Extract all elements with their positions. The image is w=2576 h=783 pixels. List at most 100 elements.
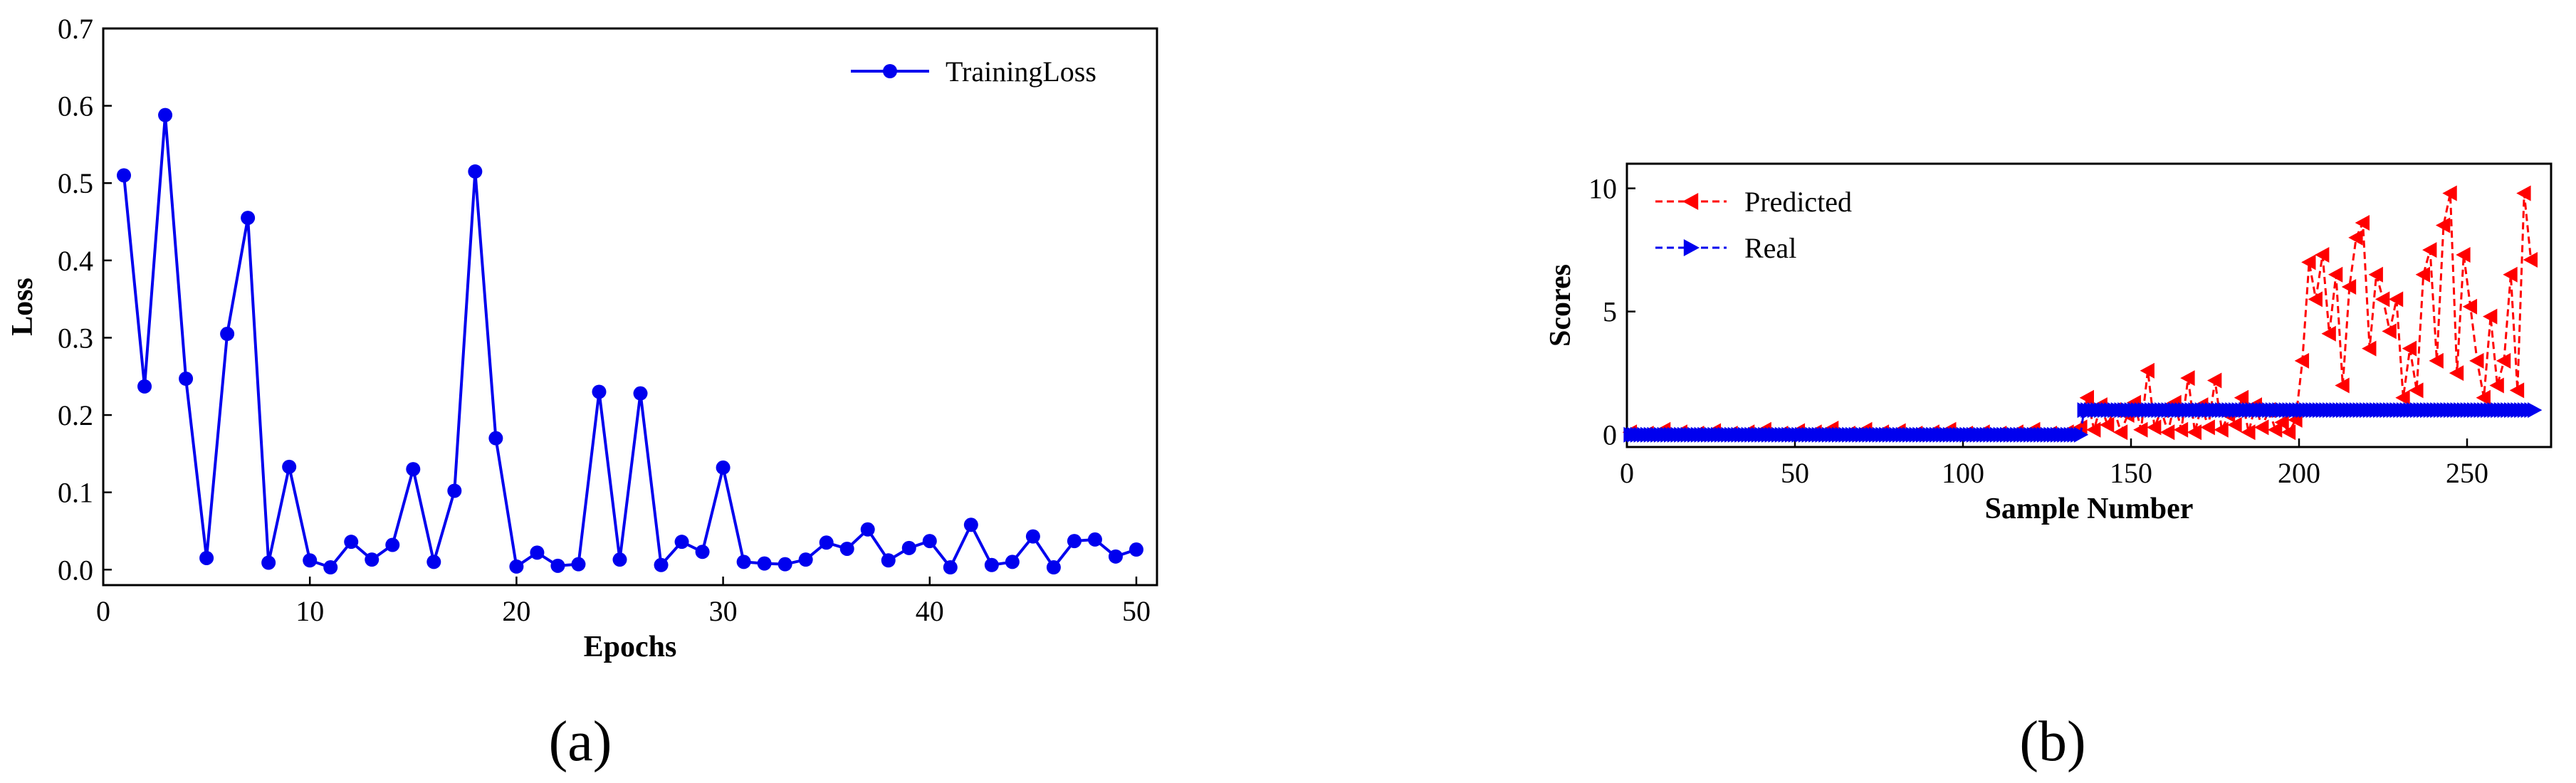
x-axis-title: Epochs [584, 631, 677, 663]
legend-label-predicted: Predicted [1744, 186, 1852, 218]
data-point-predicted [2234, 389, 2249, 406]
data-point-predicted [2449, 365, 2464, 382]
y-tick-label: 5 [1603, 296, 1617, 328]
y-tick-label: 0.0 [58, 554, 93, 586]
y-axis-title: Scores [1544, 264, 1577, 347]
chart-a-training-loss: 0 10 20 30 40 50 0.0 0.1 0.2 0.3 0.4 0.5 0.6 0.7 Epoch… [6, 13, 1158, 663]
data-point-training-loss [984, 557, 999, 572]
data-point-predicted [2429, 352, 2444, 369]
x-tick-label: 10 [295, 595, 324, 627]
data-point-predicted [2341, 279, 2357, 295]
y-tick-label: 0.5 [58, 167, 93, 199]
data-point-training-loss [674, 535, 689, 550]
panel-label-a: (a) [549, 710, 612, 773]
data-point-training-loss [1005, 555, 1020, 569]
y-tick-label: 10 [1588, 173, 1617, 205]
data-point-predicted [2489, 377, 2504, 394]
data-point-predicted [2509, 382, 2525, 399]
data-point-predicted [2422, 242, 2437, 258]
data-point-training-loss [179, 372, 194, 387]
data-point-predicted [2140, 362, 2154, 379]
x-tick-label: 20 [502, 595, 530, 627]
data-point-predicted [2348, 229, 2363, 246]
data-point-training-loss [633, 386, 648, 401]
data-point-predicted [2483, 308, 2498, 325]
data-point-training-loss [303, 553, 318, 568]
plot-frame [102, 27, 1158, 587]
data-point-predicted [2315, 247, 2330, 263]
data-point-predicted [2462, 298, 2478, 315]
x-axis-title: Sample Number [1985, 493, 2194, 525]
data-point-training-loss [963, 517, 978, 532]
data-point-training-loss [716, 460, 731, 475]
panel-label-b: (b) [2019, 710, 2085, 773]
data-point-predicted [2409, 382, 2424, 399]
data-point-predicted [2388, 291, 2404, 308]
x-tick-label: 50 [1122, 595, 1151, 627]
y-tick-label: 0.4 [58, 245, 93, 277]
data-point-training-loss [819, 535, 834, 550]
data-point-training-loss [654, 557, 669, 572]
data-point-predicted [2476, 389, 2491, 406]
y-tick-label: 0.2 [58, 399, 93, 431]
data-point-predicted [2362, 340, 2377, 357]
data-point-predicted [2200, 419, 2215, 436]
data-point-predicted [2435, 217, 2451, 233]
data-point-predicted [2187, 424, 2202, 441]
plot-frame [1625, 162, 2553, 448]
data-point-predicted [2335, 377, 2350, 394]
x-tick-label: 100 [1942, 457, 1984, 489]
data-point-training-loss [1046, 560, 1061, 575]
data-point-training-loss [612, 552, 627, 567]
x-tick-label: 30 [709, 595, 738, 627]
data-point-training-loss [860, 522, 875, 537]
data-point-training-loss [736, 555, 751, 569]
data-point-predicted [2382, 323, 2397, 340]
legend-label-real: Real [1744, 232, 1796, 264]
data-point-training-loss [137, 379, 152, 394]
data-point-predicted [2375, 291, 2390, 308]
data-point-predicted [2159, 424, 2175, 441]
data-point-training-loss [365, 552, 379, 567]
data-point-predicted [2368, 266, 2383, 283]
data-point-predicted [2523, 251, 2538, 268]
data-point-training-loss [447, 483, 462, 498]
chart-b-scores: 0 50 100 150 200 250 0 5 10 Sample Number Scores Pr… [1544, 162, 2553, 525]
data-point-predicted [2079, 389, 2094, 406]
legend: Predicted Real [1655, 186, 1852, 264]
data-point-training-loss [199, 550, 214, 565]
data-point-predicted [2267, 421, 2283, 438]
data-point-predicted [2469, 352, 2484, 369]
data-point-predicted [2456, 247, 2471, 263]
data-point-training-loss [550, 558, 565, 573]
legend-marker-predicted [1682, 193, 1699, 210]
x-tick-label: 200 [2278, 457, 2320, 489]
data-point-predicted [2328, 266, 2343, 283]
data-point-training-loss [468, 164, 483, 179]
series-line-training-loss [122, 115, 1137, 570]
y-tick-label: 0.7 [58, 13, 93, 45]
data-point-training-loss [592, 384, 607, 399]
data-point-training-loss [385, 537, 400, 552]
x-tick-label: 0 [96, 595, 110, 627]
data-point-real [2528, 402, 2543, 419]
data-point-training-loss [798, 552, 813, 567]
data-point-predicted [2227, 416, 2242, 433]
data-point-training-loss [344, 535, 359, 550]
data-point-training-loss [282, 459, 297, 474]
y-tick-label: 0.1 [58, 477, 93, 509]
data-point-training-loss [1129, 542, 1143, 557]
data-point-training-loss [901, 540, 916, 555]
series-line-real-step [2079, 409, 2085, 435]
data-point-predicted [2274, 414, 2289, 431]
data-point-training-loss [220, 327, 235, 342]
data-point-predicted [2254, 419, 2269, 436]
data-point-predicted [2099, 416, 2115, 433]
data-point-predicted [2073, 419, 2088, 436]
y-tick-label: 0 [1603, 419, 1617, 451]
x-tick-label: 250 [2446, 457, 2488, 489]
data-point-training-loss [530, 545, 545, 560]
data-point-training-loss [777, 557, 792, 572]
data-point-predicted [2180, 370, 2195, 387]
